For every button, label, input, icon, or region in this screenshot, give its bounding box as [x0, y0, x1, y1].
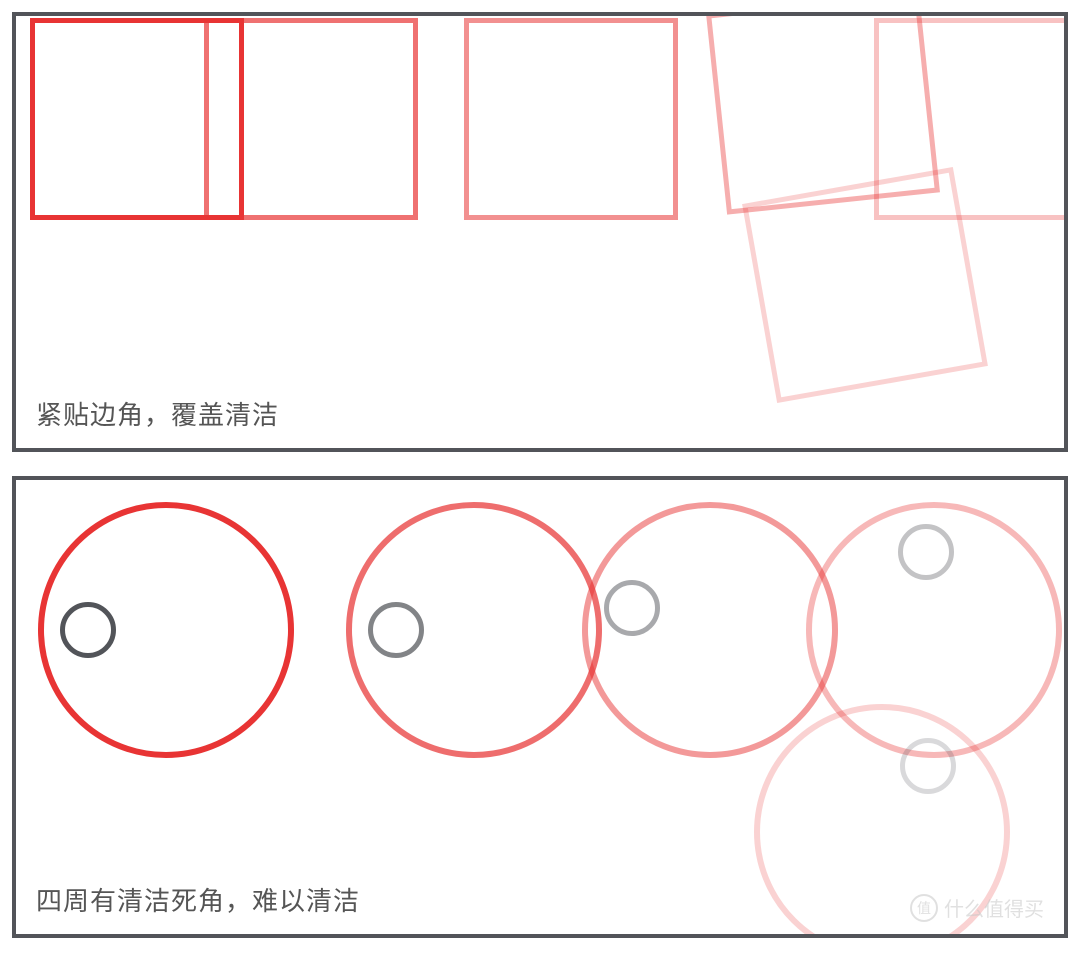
square-shape-2 [464, 18, 678, 220]
sensor-circle-2 [604, 580, 660, 636]
panel-round-robot: 四周有清洁死角，难以清洁 值 什么值得买 [12, 476, 1068, 938]
sensor-circle-0 [60, 602, 116, 658]
caption-top: 紧贴边角，覆盖清洁 [36, 395, 279, 432]
square-shape-1 [204, 18, 418, 220]
sensor-circle-4 [900, 738, 956, 794]
sensor-circle-1 [368, 602, 424, 658]
watermark-badge-icon: 值 [910, 894, 938, 922]
watermark-text: 什么值得买 [944, 893, 1044, 922]
sensor-circle-3 [898, 524, 954, 580]
square-shape-5 [742, 167, 988, 403]
watermark: 值 什么值得买 [910, 893, 1044, 922]
panel-square-robot: 紧贴边角，覆盖清洁 [12, 12, 1068, 452]
caption-bottom: 四周有清洁死角，难以清洁 [36, 881, 360, 918]
